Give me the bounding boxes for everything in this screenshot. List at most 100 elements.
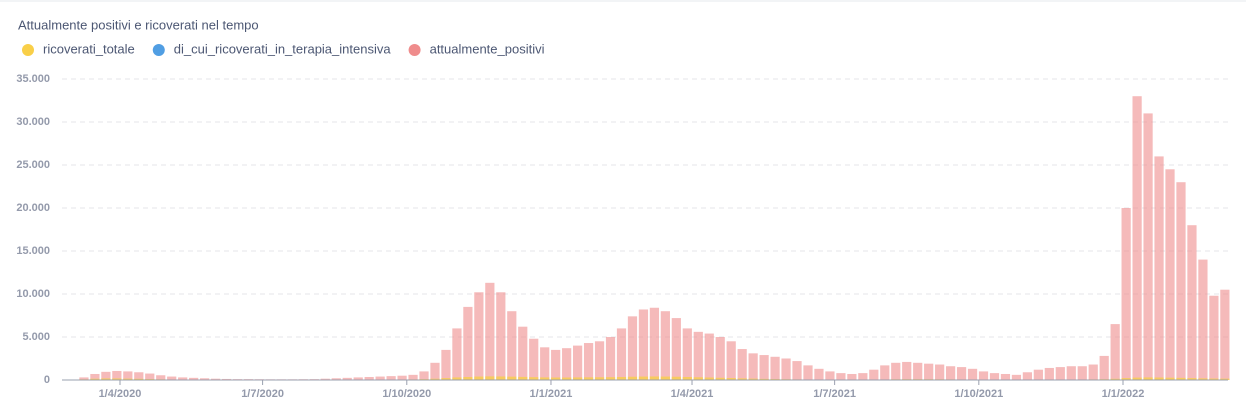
- bar: [485, 376, 495, 380]
- bar: [518, 326, 528, 380]
- bar: [1209, 295, 1219, 380]
- bar: [847, 373, 857, 380]
- bar: [540, 347, 550, 380]
- bar: [408, 374, 418, 380]
- bar: [967, 368, 978, 380]
- bar: [1187, 225, 1197, 380]
- legend-marker: [152, 44, 165, 56]
- bar: [902, 361, 912, 380]
- y-tick-label: 15.000: [16, 245, 50, 257]
- bar: [353, 377, 363, 380]
- bar: [1154, 377, 1164, 380]
- bar: [693, 331, 703, 380]
- bar: [1187, 378, 1197, 380]
- bar: [594, 341, 605, 380]
- bar: [616, 376, 627, 380]
- bar: [1110, 324, 1120, 380]
- bar: [682, 376, 692, 380]
- x-tick-label: 1/1/2022: [1102, 388, 1145, 400]
- bar: [880, 365, 890, 380]
- chart-title: Attualmente positivi e ricoverati nel te…: [18, 17, 259, 32]
- bar: [101, 378, 111, 380]
- x-tick-label: 1/10/2021: [954, 388, 1003, 400]
- bar: [1198, 378, 1208, 380]
- bar: [90, 373, 100, 380]
- bar: [1132, 377, 1142, 380]
- bar: [1154, 156, 1164, 380]
- bar: [1077, 366, 1087, 380]
- bar: [145, 373, 155, 380]
- y-tick-label: 30.000: [16, 116, 50, 128]
- bar: [1022, 372, 1033, 380]
- bar: [605, 337, 616, 380]
- bar: [748, 353, 758, 380]
- bar: [704, 333, 714, 380]
- bar: [112, 370, 122, 380]
- y-tick-label: 25.000: [16, 159, 50, 171]
- bar: [320, 378, 330, 380]
- bar: [452, 377, 462, 380]
- bar: [803, 365, 813, 380]
- bar: [430, 378, 440, 380]
- x-tick-label: 1/10/2020: [382, 388, 431, 400]
- bar: [1000, 373, 1011, 380]
- bar: [79, 377, 89, 380]
- bar: [616, 328, 627, 380]
- bar: [649, 376, 660, 380]
- bar: [496, 376, 506, 380]
- bar: [134, 372, 144, 380]
- bar: [770, 356, 780, 380]
- bar: [671, 318, 681, 380]
- bar: [518, 376, 528, 380]
- bar: [1143, 377, 1153, 380]
- bar: [562, 348, 572, 380]
- bar: [583, 343, 594, 380]
- bar: [134, 378, 144, 380]
- bar: [375, 376, 385, 380]
- bar: [507, 311, 517, 380]
- bar: [562, 377, 572, 380]
- bar: [1099, 355, 1109, 380]
- bar: [430, 362, 440, 380]
- bar: [496, 292, 506, 380]
- bar: [1110, 378, 1120, 380]
- bar: [485, 282, 495, 380]
- bar: [1121, 208, 1131, 380]
- bar: [1165, 377, 1175, 380]
- y-tick-label: 5.000: [22, 331, 50, 343]
- bar: [1220, 289, 1230, 380]
- bar: [660, 376, 670, 380]
- bar: [704, 377, 714, 380]
- bar: [364, 376, 374, 380]
- bar: [638, 309, 649, 380]
- bar: [419, 371, 429, 380]
- bar: [474, 292, 484, 380]
- legend-marker: [408, 44, 421, 56]
- bar: [1011, 374, 1022, 380]
- bar: [693, 377, 703, 380]
- bar: [759, 378, 769, 380]
- bar: [167, 376, 177, 380]
- y-tick-label: 20.000: [16, 202, 50, 214]
- bar: [671, 376, 681, 380]
- x-tick-label: 1/4/2021: [671, 388, 714, 400]
- bar: [463, 376, 473, 380]
- bar: [551, 349, 561, 380]
- bar: [1044, 367, 1054, 380]
- bar: [551, 377, 561, 380]
- x-tick-label: 1/4/2020: [99, 388, 142, 400]
- bar: [441, 378, 451, 380]
- bar: [210, 378, 221, 380]
- bar: [715, 337, 725, 380]
- legend-label: ricoverati_totale: [43, 41, 135, 56]
- bar: [605, 377, 616, 380]
- bar: [945, 366, 956, 380]
- bar: [1088, 364, 1098, 380]
- bar: [814, 368, 824, 380]
- bar: [825, 371, 835, 380]
- legend-label: di_cui_ricoverati_in_terapia_intensiva: [174, 41, 392, 56]
- bar: [156, 375, 166, 380]
- y-tick-label: 0: [44, 374, 50, 386]
- bar: [529, 377, 539, 380]
